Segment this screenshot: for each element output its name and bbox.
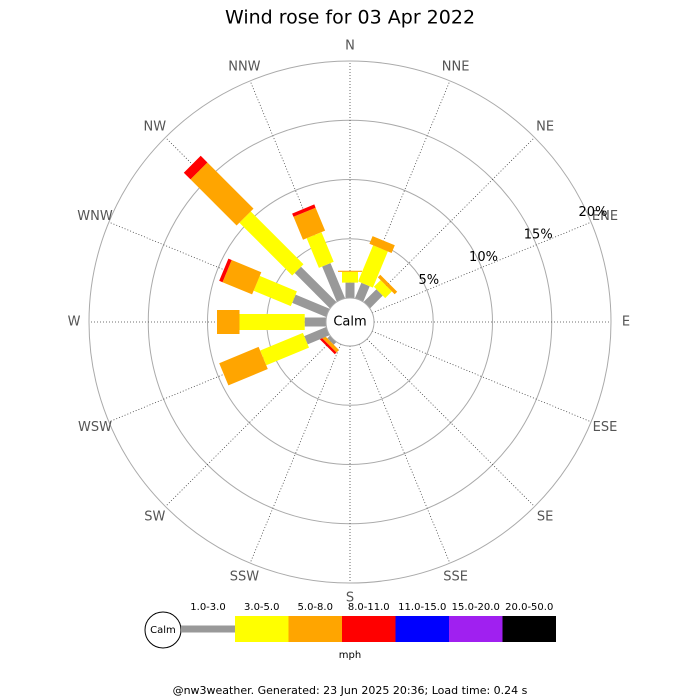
direction-label: SW bbox=[144, 510, 165, 525]
bar-segment bbox=[377, 274, 398, 295]
direction-label: NW bbox=[144, 119, 167, 134]
footer: @nw3weather. Generated: 23 Jun 2025 20:3… bbox=[173, 684, 528, 697]
legend-swatch bbox=[342, 616, 396, 642]
bar-segment bbox=[322, 263, 345, 302]
legend-swatch bbox=[235, 616, 289, 642]
bar-segment bbox=[292, 294, 330, 317]
direction-label: W bbox=[68, 315, 81, 330]
direction-label: ESE bbox=[593, 420, 618, 435]
unit-label: mph bbox=[339, 650, 361, 661]
direction-label: WNW bbox=[77, 209, 113, 224]
bar-segment bbox=[358, 245, 388, 288]
legend-label: 3.0-5.0 bbox=[244, 602, 279, 613]
bar-segment bbox=[183, 155, 208, 180]
bar-segment bbox=[219, 346, 268, 386]
bar-segment bbox=[306, 232, 334, 268]
bar-segment bbox=[373, 280, 392, 299]
spoke bbox=[358, 344, 451, 564]
legend-label: 5.0-8.0 bbox=[298, 602, 333, 613]
bar-segment bbox=[369, 236, 395, 253]
legend-swatch bbox=[449, 616, 503, 642]
bar-segment bbox=[239, 314, 305, 330]
direction-label: SSE bbox=[443, 569, 468, 584]
legend-label: 15.0-20.0 bbox=[452, 602, 500, 613]
legend-label: 8.0-11.0 bbox=[348, 602, 390, 613]
bar-segment bbox=[260, 332, 309, 366]
direction-label: SSW bbox=[230, 569, 260, 584]
spoke bbox=[366, 137, 535, 306]
direction-label: NE bbox=[536, 119, 554, 134]
bar-segment bbox=[294, 266, 337, 309]
grid-ring bbox=[88, 60, 612, 584]
direction-label: NNW bbox=[228, 60, 260, 75]
direction-label: E bbox=[622, 315, 630, 330]
direction-label: ENE bbox=[592, 209, 618, 224]
bar-segment bbox=[327, 335, 337, 345]
bar-segment bbox=[190, 162, 254, 226]
direction-label: WSW bbox=[78, 420, 112, 435]
bar-segment bbox=[363, 289, 383, 309]
spoke bbox=[372, 221, 592, 314]
grid-ring bbox=[207, 179, 493, 465]
bar-segment bbox=[304, 317, 326, 327]
spoke bbox=[372, 330, 592, 423]
legend-label: 20.0-50.0 bbox=[505, 602, 553, 613]
bar-segment bbox=[219, 258, 232, 283]
legend-swatch bbox=[395, 616, 449, 642]
legend-swatch bbox=[181, 625, 235, 633]
legend-label: 1.0-3.0 bbox=[190, 602, 225, 613]
r-tick-label: 10% bbox=[469, 250, 498, 265]
direction-label: NNE bbox=[442, 60, 470, 75]
bar-segment bbox=[319, 333, 339, 353]
bar-segment bbox=[222, 260, 262, 295]
bar-segment bbox=[345, 282, 355, 298]
legend-swatch bbox=[502, 616, 556, 642]
direction-label: N bbox=[345, 39, 355, 54]
legend-label: 11.0-15.0 bbox=[398, 602, 446, 613]
spoke bbox=[366, 338, 535, 507]
direction-label: S bbox=[346, 591, 354, 606]
bar-segment bbox=[293, 207, 326, 240]
r-tick-label: 20% bbox=[579, 205, 608, 220]
bar-segment bbox=[217, 310, 240, 334]
bar-segment bbox=[317, 335, 337, 355]
bar-segment bbox=[292, 204, 316, 217]
spoke bbox=[249, 344, 342, 564]
chart-title: Wind rose for 03 Apr 2022 bbox=[225, 7, 475, 29]
bar-segment bbox=[239, 211, 304, 276]
legend-swatch bbox=[288, 616, 342, 642]
bar-segment bbox=[355, 282, 370, 302]
bar-segment bbox=[338, 270, 362, 272]
r-tick-label: 15% bbox=[524, 228, 553, 243]
direction-label: SE bbox=[537, 510, 553, 525]
calm-label: Calm bbox=[333, 315, 366, 330]
calm-circle bbox=[325, 297, 375, 347]
legend-calm-label: Calm bbox=[150, 625, 176, 636]
spoke bbox=[165, 338, 334, 507]
bar-segment bbox=[342, 271, 358, 283]
bar-segment bbox=[304, 327, 330, 345]
bar-segment bbox=[253, 275, 297, 307]
r-tick-label: 5% bbox=[418, 273, 439, 288]
